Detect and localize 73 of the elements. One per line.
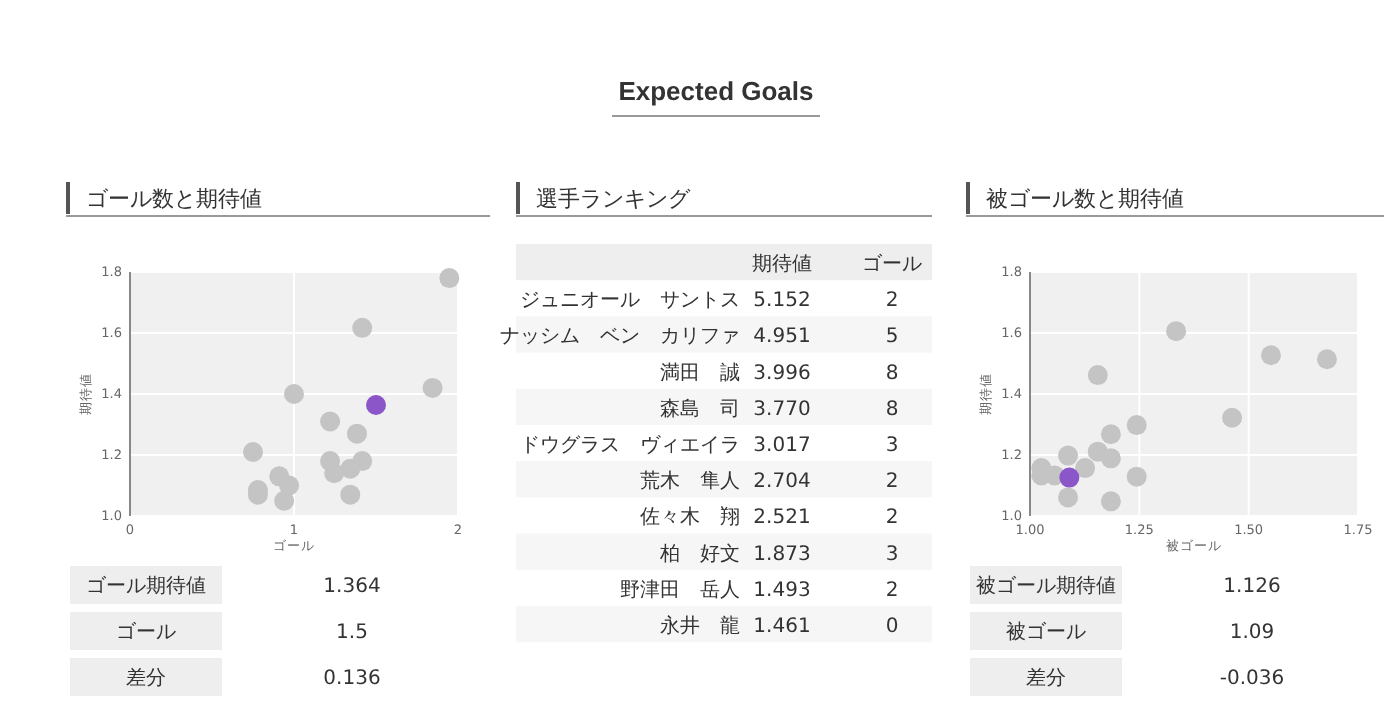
data-label: 2.521 [753,507,811,530]
data-label: 0.136 [323,668,381,690]
category-label: 被ゴール期待値 [976,574,1116,598]
data-label: 2 [885,579,899,602]
data-label: 1.493 [753,579,811,602]
point [320,411,341,432]
category-label: 差分 [126,666,166,690]
data-label: 2 [885,290,899,313]
data-label: -0.036 [1219,668,1285,690]
data-label: 1.364 [323,576,381,598]
point [1100,448,1121,469]
category-label: 満田 誠 [660,360,740,385]
point [1126,415,1147,436]
data-label: 3.996 [753,362,811,385]
text: 期待値 [752,252,812,276]
text: Expected Goals [618,76,814,106]
point [1166,321,1187,342]
category-label: 被ゴール [1006,620,1086,644]
data-label: 8 [885,398,899,421]
category-label: 野津田 岳人 [620,577,740,602]
point [422,377,443,398]
point [1087,365,1108,386]
data-label: 1.09 [1229,622,1275,644]
data-label: 3.017 [753,435,811,457]
data-label: 1.461 [753,616,811,638]
point [1058,445,1079,466]
point [439,268,460,289]
point [1316,349,1337,370]
chart-title: ゴール数と期待値 [86,186,262,212]
data-label: 4.951 [753,326,811,349]
point [1058,487,1079,508]
data-label: 5 [885,326,899,349]
point [324,463,345,484]
category-label: 佐々木 翔 [640,505,740,530]
text: 選手ランキング [536,186,692,212]
point [352,317,373,338]
category-label: ゴール [116,620,176,644]
point [1222,407,1243,428]
data-label: 3 [885,543,899,566]
data-label: 0 [885,616,899,638]
data-label: 2.704 [753,471,811,494]
category-label: 森島 司 [660,396,740,421]
category-label: ナッシム ベン カリファ [500,326,740,349]
point [1260,345,1281,366]
point [1100,491,1121,512]
data-label: 1.126 [1223,576,1281,598]
point [284,384,304,404]
category-label: ゴール期待値 [86,574,206,598]
point [340,484,361,505]
text: ゴール [862,252,922,276]
data-label: 5.152 [753,290,811,313]
data-label: 3 [885,435,899,457]
point [340,458,361,479]
point [243,441,263,462]
point [1126,466,1147,487]
category-label: ジュニオール サントス [520,290,740,313]
data-label: 1.873 [753,543,811,566]
category-label: 差分 [1026,666,1066,690]
data-label: 3.770 [753,398,811,421]
point [346,423,367,444]
point [1075,458,1096,479]
category-label: 荒木 隼人 [640,469,740,494]
point [1100,424,1121,445]
category-label: ドウグラス ヴィエイラ [520,433,740,457]
data-label: 2 [885,471,899,494]
point [366,394,386,415]
chart-title: 被ゴール数と期待値 [986,186,1184,212]
point [274,490,295,511]
category-label: 永井 龍 [660,614,740,638]
data-label: 1.5 [336,622,368,644]
category-label: 柏 好文 [658,541,740,566]
data-label: 8 [885,362,899,385]
point [1059,467,1080,488]
